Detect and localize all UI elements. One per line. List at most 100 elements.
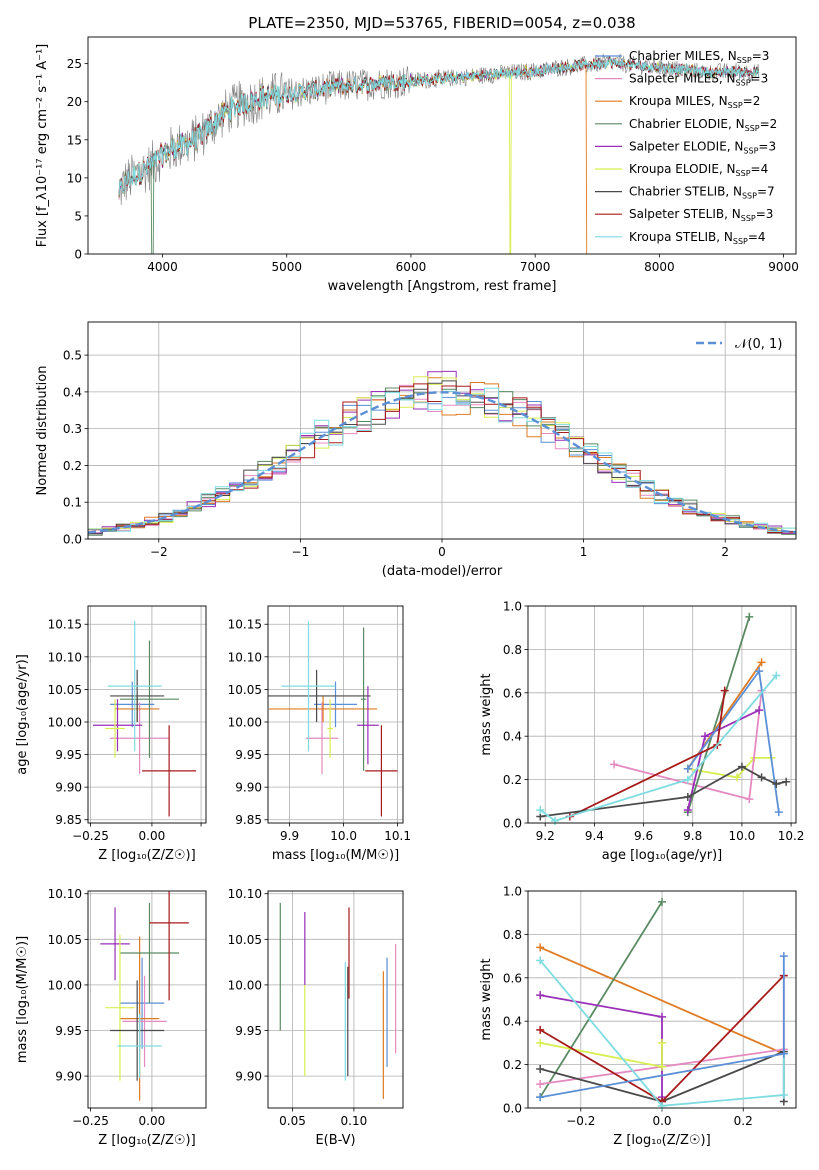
data-point-marker [779, 1090, 788, 1099]
y-tick-label: 0.8 [503, 643, 522, 657]
y-tick-label: 10.05 [48, 683, 82, 697]
data-point-marker [536, 1025, 545, 1034]
mass-weight-line [540, 1042, 663, 1068]
axes-frame [87, 890, 207, 1109]
data-point-marker [779, 952, 788, 961]
x-tick-label: 0.2 [734, 1114, 753, 1128]
x-tick-label: 9000 [768, 260, 799, 274]
y-axis-label: mass [log₁₀(M/M☉)] [15, 936, 30, 1063]
model-spectrum-line [118, 57, 760, 254]
x-tick-label: 8000 [644, 260, 675, 274]
x-tick-label: −1 [292, 545, 310, 559]
y-tick-label: 0.5 [63, 349, 82, 363]
x-axis-label: Z [log₁₀(Z/Z☉)] [98, 1133, 195, 1148]
x-tick-label: 2 [721, 545, 729, 559]
data-point-marker [683, 775, 692, 784]
x-axis-label: age [log₁₀(age/yr)] [602, 848, 723, 863]
y-tick-label: 1.0 [503, 600, 522, 614]
data-point-marker [782, 777, 791, 786]
data-point-marker [757, 658, 766, 667]
y-tick-label: 9.95 [55, 1024, 82, 1038]
axes-frame [527, 605, 797, 824]
legend-entry: 𝒩(0, 1) [735, 337, 782, 352]
y-tick-label: 10.00 [48, 715, 82, 729]
x-tick-label: 9.9 [280, 829, 299, 843]
axes-frame [527, 890, 797, 1109]
data-point-marker [536, 1064, 545, 1073]
spectrum-legend: Chabrier MILES, NSSP=3 Salpeter MILES, NS… [595, 49, 777, 246]
axes-frame [87, 36, 797, 255]
legend-entry: Chabrier MILES, NSSP=3 [629, 49, 769, 65]
y-tick-label: 0 [74, 248, 82, 262]
y-axis-label: age [log₁₀(age/yr)] [15, 654, 30, 775]
y-tick-label: 10.00 [48, 978, 82, 992]
y-tick-label: 0.2 [503, 773, 522, 787]
figure-title: PLATE=2350, MJD=53765, FIBERID=0054, z=0… [248, 14, 635, 32]
model-spectrum-line [118, 58, 760, 196]
data-point-marker [745, 795, 754, 804]
legend-entry: Salpeter STELIB, NSSP=3 [629, 207, 773, 223]
x-tick-label: −0.25 [72, 829, 109, 843]
mass-weight-line [539, 946, 785, 1055]
mass-vs-extinction-panel: 0.05 0.10 9.90 9.95 10.00 10.05 10.10 E(B-V) [228, 887, 404, 1148]
mass-weight-line [686, 709, 760, 811]
data-point-marker [737, 762, 746, 771]
age-vs-metallicity-panel: −0.25 0.00 9.85 9.90 9.95 10.00 10.05 10.10 10.1… [15, 605, 207, 863]
x-tick-label: 6000 [396, 260, 427, 274]
y-tick-label: 0.1 [63, 496, 82, 510]
data-point-marker [658, 1101, 666, 1110]
x-tick-label: −0.25 [72, 1114, 109, 1128]
x-tick-label: 4000 [147, 260, 178, 274]
x-tick-label: 9.2 [536, 829, 555, 843]
data-point-marker [536, 943, 545, 952]
x-tick-label: 9.8 [683, 829, 702, 843]
y-tick-label: 9.85 [55, 813, 82, 827]
x-tick-label: −0.2 [566, 1114, 595, 1128]
y-tick-label: 9.85 [235, 813, 262, 827]
x-tick-label: 10.1 [384, 829, 411, 843]
legend-entry: Kroupa ELODIE, NSSP=4 [629, 162, 768, 178]
data-point-marker [683, 805, 692, 814]
data-point-marker [536, 956, 545, 965]
data-point-marker [779, 1049, 788, 1058]
y-tick-label: 0.6 [503, 971, 522, 985]
data-point-marker [757, 773, 766, 782]
y-tick-label: 0.0 [503, 1102, 522, 1116]
axes-frame [87, 605, 207, 824]
mass-weight-vs-age-panel: 9.2 9.4 9.6 9.8 10.0 10.2 0.0 0.2 0.4 0.6 0.8 1.0 ag… [479, 600, 804, 864]
x-tick-label: 7000 [520, 260, 551, 274]
x-tick-label: −2 [150, 545, 168, 559]
observed-spectrum [119, 53, 759, 206]
x-tick-label: 9.6 [634, 829, 653, 843]
mass-weight-line [539, 674, 777, 822]
x-tick-label: 0.0 [652, 1114, 671, 1128]
mass-weight-line [539, 959, 785, 1107]
axes-frame [267, 605, 404, 824]
legend-entry: Chabrier ELODIE, NSSP=2 [629, 117, 777, 133]
y-tick-label: 0.0 [63, 533, 82, 547]
y-axis-label: Flux [f_λ10⁻¹⁷ erg cm⁻² s⁻¹ A⁻¹] [35, 44, 50, 248]
axes-frame [87, 321, 797, 540]
mass-weight-line [686, 616, 751, 813]
x-tick-label: 5000 [271, 260, 302, 274]
y-tick-label: 9.95 [55, 748, 82, 762]
axes-frame [267, 890, 404, 1109]
data-point-marker [536, 1093, 545, 1102]
legend-entry: Kroupa MILES, NSSP=2 [629, 94, 760, 110]
data-point-marker [610, 760, 619, 769]
x-tick-label: 9.4 [585, 829, 604, 843]
y-tick-label: 10.10 [48, 650, 82, 664]
y-tick-label: 9.90 [55, 781, 82, 795]
y-tick-label: 10.05 [228, 933, 262, 947]
data-point-marker [536, 1080, 545, 1089]
data-point-marker [658, 1012, 666, 1021]
y-tick-label: 0.4 [63, 385, 82, 399]
x-axis-label: wavelength [Angstrom, rest frame] [328, 279, 557, 294]
y-tick-label: 10.10 [48, 887, 82, 901]
data-point-marker [732, 773, 741, 782]
mass-weight-line [687, 668, 780, 813]
data-point-marker [720, 686, 729, 695]
x-tick-label: 0.00 [139, 1114, 166, 1128]
data-point-marker [772, 671, 781, 680]
mass-weight-line [539, 901, 663, 1098]
